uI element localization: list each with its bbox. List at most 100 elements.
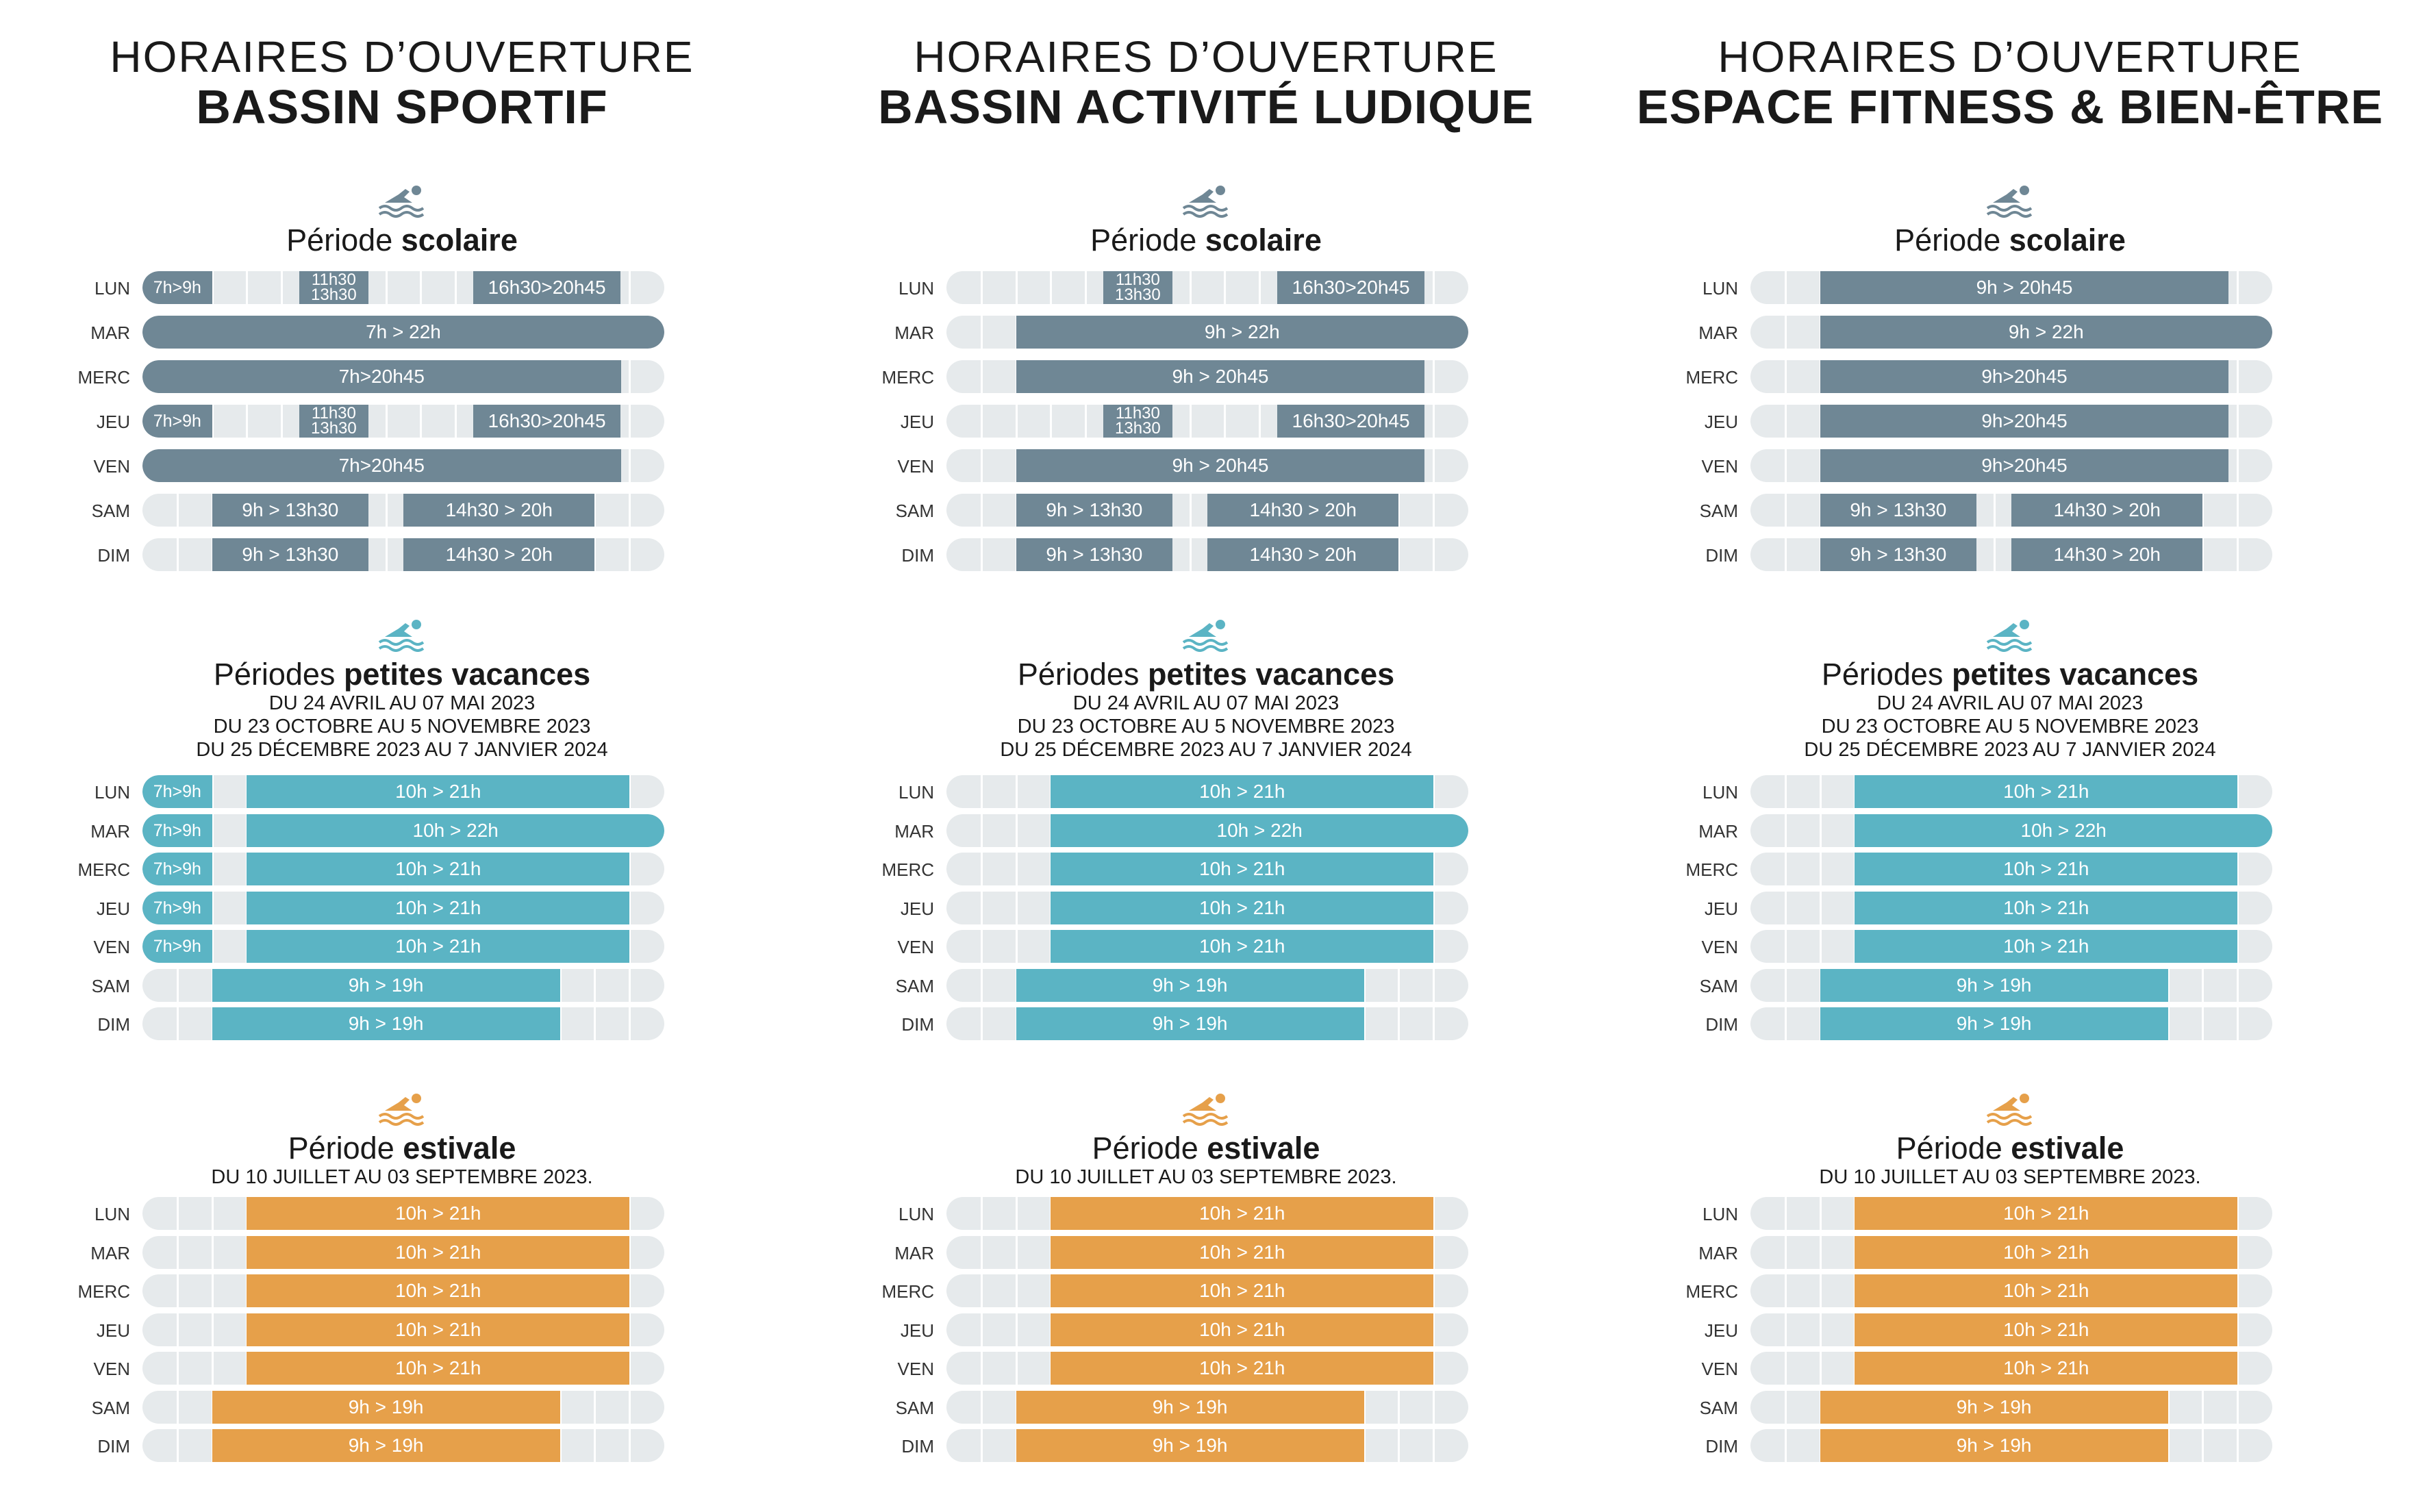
hour-tick: [1015, 892, 1018, 924]
opening-slot: 9h > 22h: [1016, 316, 1468, 349]
day-label: MERC: [77, 367, 130, 388]
day-row: MERC 9h>20h45: [1608, 360, 2412, 394]
hour-tick: [629, 892, 631, 924]
opening-slot: 14h30 > 20h: [2011, 494, 2203, 527]
hour-tick: [281, 405, 284, 438]
hour-tick: [629, 1352, 631, 1385]
hour-tick: [1784, 1007, 1787, 1040]
opening-slot: 7h>9h: [142, 853, 212, 885]
hour-tick: [594, 1007, 596, 1040]
hour-tick: [211, 892, 214, 924]
day-row: MAR 10h > 21h: [804, 1236, 1608, 1270]
hour-tick: [176, 1274, 179, 1307]
day-label: VEN: [93, 456, 130, 477]
hour-tick: [629, 930, 631, 963]
opening-slot: 10h > 21h: [1051, 853, 1434, 885]
hour-tick: [1189, 405, 1192, 438]
timeline-track: 10h > 21h: [946, 930, 1468, 963]
opening-slot: 10h > 21h: [1855, 892, 2238, 924]
day-row: MAR 10h > 21h: [1608, 1236, 2412, 1270]
timeline-track: 10h > 21h: [946, 1313, 1468, 1346]
hour-tick: [1398, 1429, 1400, 1462]
day-label: DIM: [97, 1436, 130, 1457]
day-row: SAM 9h > 19h: [804, 969, 1608, 1003]
hour-tick: [594, 494, 596, 527]
day-row: DIM 9h > 19h: [1608, 1007, 2412, 1042]
day-row: JEU 10h > 21h: [1608, 892, 2412, 926]
hour-tick: [629, 494, 631, 527]
timeline-track: 9h > 20h45: [946, 449, 1468, 482]
hour-tick: [2202, 1391, 2204, 1424]
day-row: DIM 9h > 19h: [804, 1007, 1608, 1042]
day-row: LUN 9h > 20h45: [1608, 271, 2412, 305]
opening-slot: 10h > 21h: [247, 930, 630, 963]
opening-slot: 10h > 21h: [1855, 1352, 2238, 1385]
day-label: VEN: [1701, 1359, 1738, 1379]
timeline-track: 10h > 21h: [946, 853, 1468, 885]
hour-tick: [1015, 271, 1018, 304]
hour-tick: [629, 1313, 631, 1346]
hour-tick: [1819, 814, 1822, 847]
day-row: MAR 10h > 21h: [0, 1236, 804, 1270]
timeline-track: 10h > 21h: [1750, 892, 2272, 924]
hour-tick: [2202, 969, 2204, 1002]
section-heading-prefix: Période: [1894, 223, 2009, 257]
hour-tick: [629, 1274, 631, 1307]
opening-slot: 10h > 21h: [247, 775, 630, 808]
day-row: MAR 9h > 22h: [804, 316, 1608, 350]
hour-tick: [1015, 405, 1018, 438]
timeline-track: 9h > 19h: [1750, 1391, 2272, 1424]
opening-slot: 7h>9h: [142, 405, 212, 438]
day-row: LUN 7h>9h 11h30 13h30 16h30>20h45: [0, 271, 804, 305]
opening-slot: 11h30 13h30: [299, 405, 369, 438]
hour-tick: [211, 405, 214, 438]
opening-slot: 16h30>20h45: [1277, 405, 1425, 438]
hour-tick: [629, 1236, 631, 1269]
section-heading: Période scolaire: [1608, 223, 2412, 257]
opening-slot: 10h > 21h: [1051, 1236, 1434, 1269]
hour-tick: [1433, 360, 1435, 393]
hour-tick: [176, 494, 179, 527]
day-label: MAR: [894, 323, 934, 343]
hour-tick: [176, 538, 179, 571]
hour-tick: [1784, 360, 1787, 393]
day-label: JEU: [1704, 412, 1738, 432]
opening-slot: 9h > 20h45: [1820, 271, 2229, 304]
hour-tick: [559, 1391, 562, 1424]
day-label: VEN: [1701, 456, 1738, 477]
hour-tick: [1784, 892, 1787, 924]
day-row: MERC 10h > 21h: [0, 1274, 804, 1309]
timeline-track: 10h > 21h: [1750, 853, 2272, 885]
timeline-track: 9h > 13h30 14h30 > 20h: [946, 494, 1468, 527]
swimmer-icon: [1983, 182, 2037, 218]
hour-tick: [2237, 1391, 2239, 1424]
period-dates: DU 24 AVRIL AU 07 MAI 2023: [1072, 692, 1340, 714]
swimmer-icon: [1179, 616, 1233, 652]
hour-tick: [1784, 405, 1787, 438]
day-row: DIM 9h > 19h: [0, 1429, 804, 1463]
opening-slot: 7h>9h: [142, 271, 212, 304]
day-row: JEU 10h > 21h: [804, 1313, 1608, 1348]
section-heading-period: estivale: [2011, 1131, 2124, 1166]
hour-tick: [559, 969, 562, 1002]
hour-tick: [1050, 271, 1053, 304]
hour-tick: [1363, 1391, 1366, 1424]
hour-tick: [629, 1391, 631, 1424]
timeline-track: 9h>20h45: [1750, 449, 2272, 482]
day-label: LUN: [1702, 278, 1738, 299]
period-dates: DU 23 OCTOBRE AU 5 NOVEMBRE 2023: [213, 716, 591, 738]
day-label: SAM: [1699, 1398, 1738, 1418]
hour-tick: [629, 449, 631, 482]
hour-tick: [2237, 969, 2239, 1002]
hour-tick: [1015, 1197, 1018, 1230]
opening-slot: 9h > 13h30: [212, 494, 369, 527]
day-label: JEU: [1704, 1320, 1738, 1341]
period-dates: DU 10 JUILLET AU 03 SEPTEMBRE 2023.: [211, 1166, 593, 1188]
period-dates: DU 24 AVRIL AU 07 MAI 2023: [1876, 692, 2144, 714]
schedule-column: HORAIRES D’OUVERTURE BASSIN SPORTIF Périod…: [0, 0, 804, 1512]
hour-tick: [1784, 494, 1787, 527]
day-row: JEU 9h>20h45: [1608, 405, 2412, 439]
day-row: MERC 10h > 21h: [1608, 1274, 2412, 1309]
day-label: LUN: [1702, 1204, 1738, 1224]
hour-tick: [629, 360, 631, 393]
